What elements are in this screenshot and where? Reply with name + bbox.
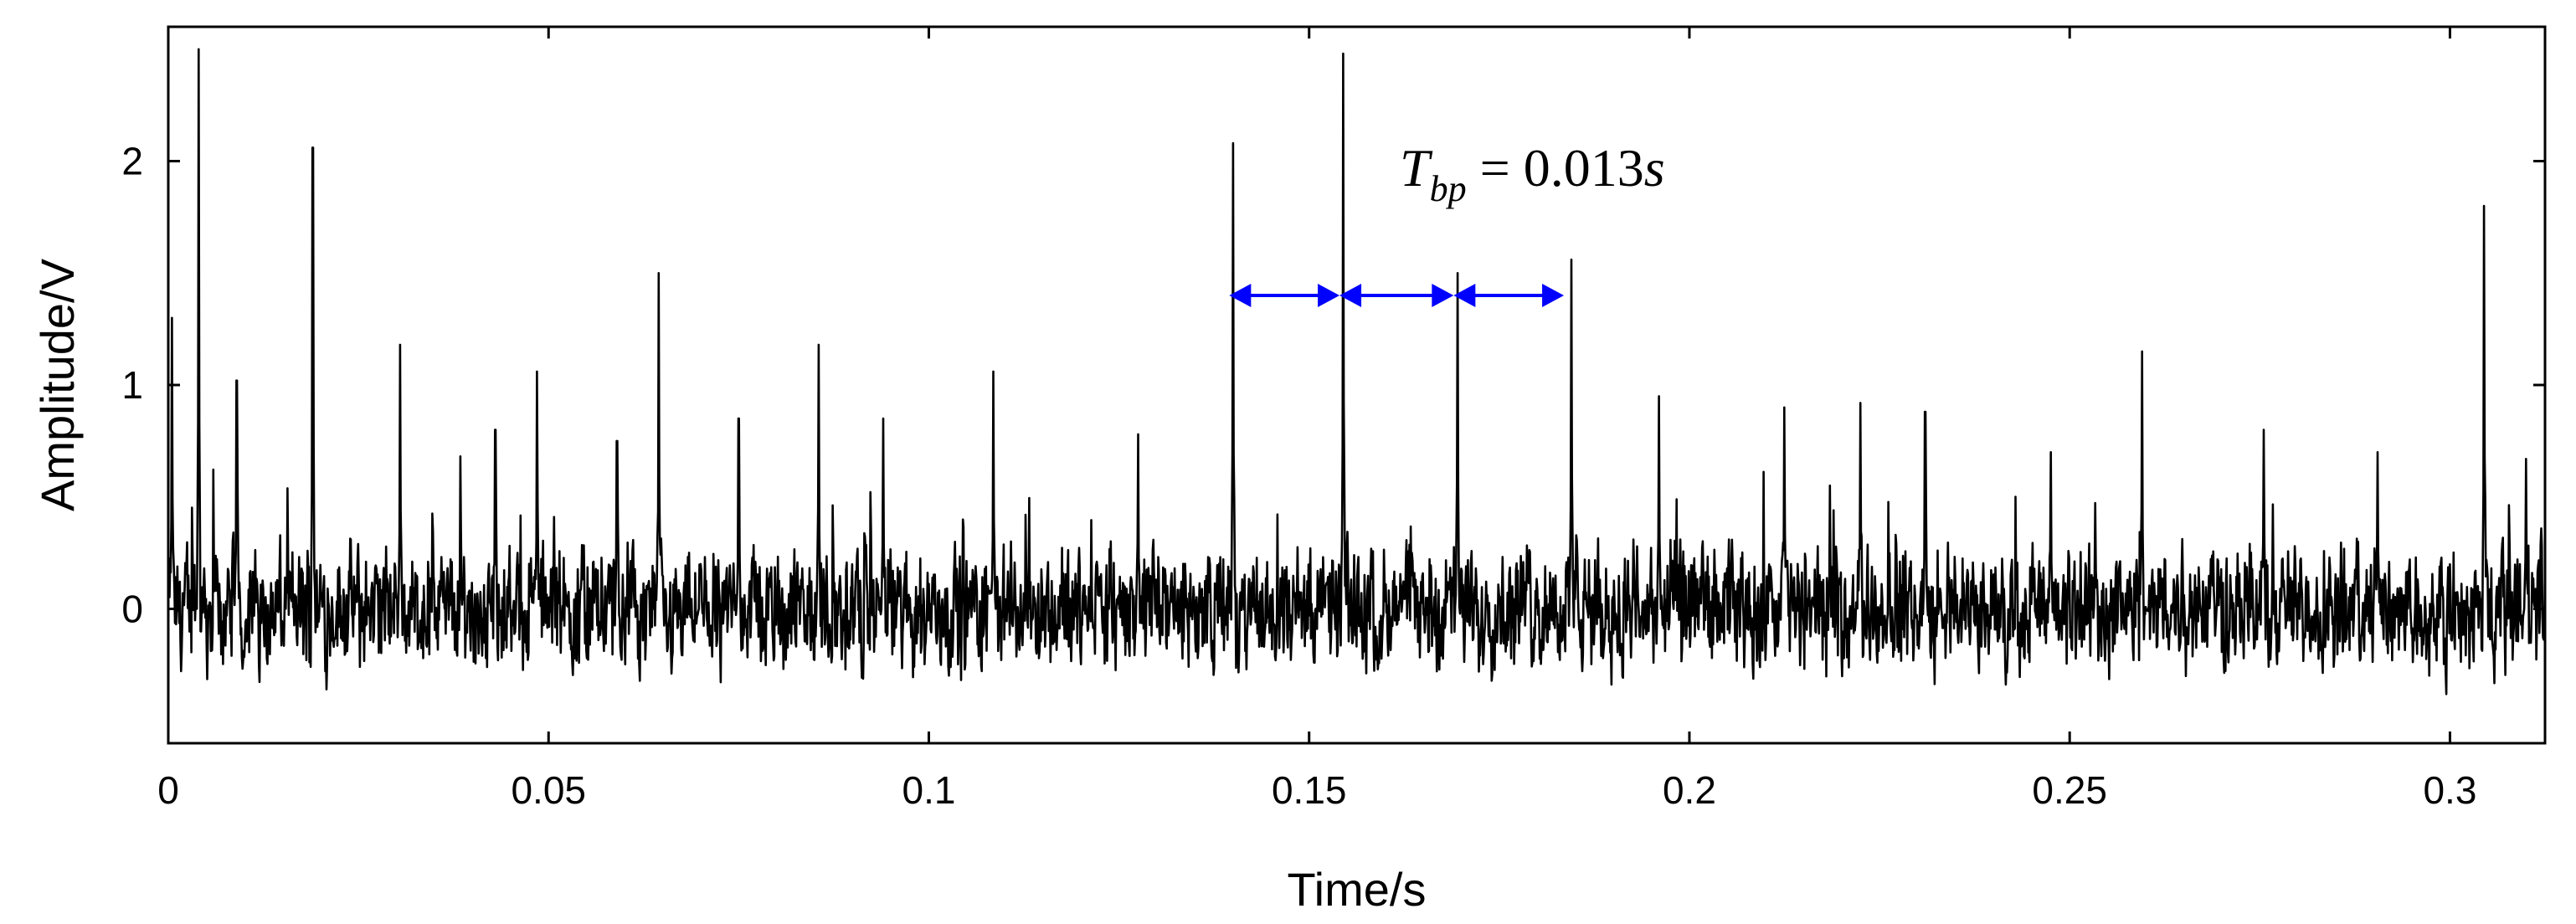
x-tick-label: 0.15 — [1272, 768, 1347, 812]
period-arrow — [1339, 284, 1454, 307]
signal-line — [168, 48, 2545, 696]
x-tick-label: 0.2 — [1663, 768, 1716, 812]
period-annotation: Tbp = 0.013s — [1400, 138, 1665, 209]
x-tick-label: 0.3 — [2423, 768, 2476, 812]
annotation-layer — [1229, 284, 1565, 307]
x-tick-label: 0.05 — [511, 768, 586, 812]
x-tick-label: 0.25 — [2032, 768, 2107, 812]
y-tick-label: 1 — [121, 363, 143, 407]
period-arrow — [1453, 284, 1565, 307]
period-arrow — [1229, 284, 1340, 307]
annotation-symbol: T — [1400, 138, 1433, 198]
y-axis-label: Amplitude/V — [31, 258, 84, 511]
x-tick-label: 0.1 — [902, 768, 956, 812]
annotation-subscript: bp — [1430, 168, 1467, 209]
y-tick-label: 2 — [121, 140, 143, 183]
series-layer — [168, 48, 2545, 696]
plot-area: 0 0.05 0.1 0.15 0.2 0.25 0.3 0 1 2 — [121, 25, 2547, 812]
annotation-unit: s — [1644, 138, 1665, 198]
annotation-equals-value: = 0.013 — [1467, 138, 1644, 198]
y-tick-label: 0 — [121, 588, 143, 631]
ticks-layer: 0 0.05 0.1 0.15 0.2 0.25 0.3 0 1 2 — [121, 27, 2545, 812]
x-tick-label: 0 — [157, 768, 179, 812]
x-axis-label: Time/s — [1288, 863, 1427, 916]
